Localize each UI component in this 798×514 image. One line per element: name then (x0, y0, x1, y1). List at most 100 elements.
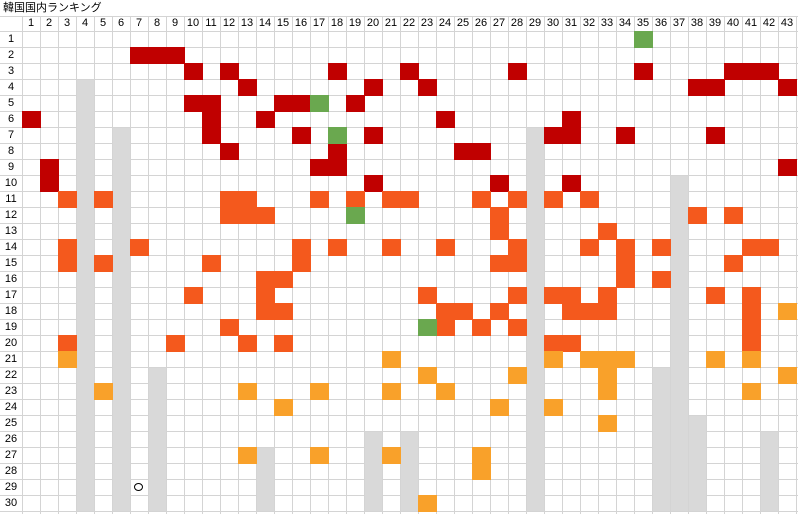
column-header[interactable]: 29 (528, 17, 542, 29)
cell-light-orange[interactable] (310, 383, 329, 400)
cell-dark-red[interactable] (742, 63, 761, 80)
cell-light-orange[interactable] (598, 351, 617, 368)
cell-orange[interactable] (94, 255, 113, 272)
cell-light-orange[interactable] (778, 367, 797, 384)
column-header[interactable]: 25 (456, 17, 470, 29)
column-header[interactable]: 33 (600, 17, 614, 29)
cell-orange[interactable] (292, 239, 311, 256)
row-header[interactable]: 12 (4, 209, 18, 221)
cell-orange[interactable] (724, 207, 743, 224)
cell-orange[interactable] (508, 191, 527, 208)
cell-orange[interactable] (346, 191, 365, 208)
cell-dark-red[interactable] (328, 143, 347, 160)
cell-light-orange[interactable] (490, 399, 509, 416)
cell-dark-red[interactable] (202, 111, 221, 128)
cell-dark-red[interactable] (490, 175, 509, 192)
cell-dark-red[interactable] (310, 159, 329, 176)
row-header[interactable]: 4 (7, 81, 15, 93)
cell-orange[interactable] (202, 255, 221, 272)
cell-dark-red[interactable] (40, 175, 59, 192)
cell-orange[interactable] (256, 287, 275, 304)
cell-light-orange[interactable] (382, 351, 401, 368)
row-header[interactable]: 23 (4, 385, 18, 397)
cell-orange[interactable] (58, 191, 77, 208)
cell-orange[interactable] (724, 255, 743, 272)
cell-green[interactable] (418, 319, 437, 336)
row-header[interactable]: 1 (7, 33, 15, 45)
column-header[interactable]: 15 (276, 17, 290, 29)
cell-light-orange[interactable] (508, 367, 527, 384)
column-header[interactable]: 22 (402, 17, 416, 29)
column-header[interactable]: 6 (117, 17, 125, 29)
cell-light-orange[interactable] (436, 383, 455, 400)
cell-orange[interactable] (58, 255, 77, 272)
row-header[interactable]: 6 (7, 113, 15, 125)
cell-orange[interactable] (166, 335, 185, 352)
cell-dark-red[interactable] (706, 79, 725, 96)
column-header[interactable]: 23 (420, 17, 434, 29)
cell-orange[interactable] (58, 335, 77, 352)
cell-light-orange[interactable] (742, 383, 761, 400)
row-header[interactable]: 15 (4, 257, 18, 269)
cell-light-orange[interactable] (778, 303, 797, 320)
cell-orange[interactable] (400, 191, 419, 208)
cell-light-orange[interactable] (742, 351, 761, 368)
cell-orange[interactable] (616, 271, 635, 288)
column-header[interactable]: 9 (171, 17, 179, 29)
cell-orange[interactable] (616, 255, 635, 272)
cell-dark-red[interactable] (706, 127, 725, 144)
cell-light-orange[interactable] (616, 351, 635, 368)
cell-light-orange[interactable] (472, 447, 491, 464)
row-header[interactable]: 22 (4, 369, 18, 381)
row-header[interactable]: 5 (7, 97, 15, 109)
cell-dark-red[interactable] (544, 127, 563, 144)
cell-orange[interactable] (454, 303, 473, 320)
cell-orange[interactable] (508, 255, 527, 272)
cell-dark-red[interactable] (292, 127, 311, 144)
row-header[interactable]: 8 (7, 145, 15, 157)
cell-dark-red[interactable] (634, 63, 653, 80)
column-header[interactable]: 18 (330, 17, 344, 29)
cell-orange[interactable] (508, 239, 527, 256)
cell-light-orange[interactable] (310, 447, 329, 464)
cell-light-orange[interactable] (598, 415, 617, 432)
cell-orange[interactable] (490, 255, 509, 272)
cell-dark-red[interactable] (778, 159, 797, 176)
cell-green[interactable] (310, 95, 329, 112)
cell-dark-red[interactable] (616, 127, 635, 144)
cell-dark-red[interactable] (22, 111, 41, 128)
cell-orange[interactable] (418, 287, 437, 304)
cell-orange[interactable] (490, 303, 509, 320)
column-header[interactable]: 12 (222, 17, 236, 29)
row-header[interactable]: 27 (4, 449, 18, 461)
cell-light-orange[interactable] (598, 367, 617, 384)
cell-orange[interactable] (94, 191, 113, 208)
column-header[interactable]: 28 (510, 17, 524, 29)
row-header[interactable]: 24 (4, 401, 18, 413)
cell-green[interactable] (346, 207, 365, 224)
cell-dark-red[interactable] (274, 95, 293, 112)
cell-orange[interactable] (742, 303, 761, 320)
cell-dark-red[interactable] (256, 111, 275, 128)
cell-dark-red[interactable] (562, 175, 581, 192)
column-header[interactable]: 5 (99, 17, 107, 29)
row-header[interactable]: 25 (4, 417, 18, 429)
cell-orange[interactable] (598, 223, 617, 240)
cell-orange[interactable] (436, 319, 455, 336)
cell-orange[interactable] (508, 287, 527, 304)
cell-dark-red[interactable] (130, 47, 149, 64)
column-header[interactable]: 42 (762, 17, 776, 29)
row-header[interactable]: 11 (5, 193, 17, 205)
cell-dark-red[interactable] (148, 47, 167, 64)
cell-orange[interactable] (580, 191, 599, 208)
column-header[interactable]: 35 (636, 17, 650, 29)
cell-orange[interactable] (274, 335, 293, 352)
cell-dark-red[interactable] (364, 175, 383, 192)
cell-dark-red[interactable] (454, 143, 473, 160)
column-header[interactable]: 7 (135, 17, 143, 29)
cell-orange[interactable] (706, 287, 725, 304)
column-header[interactable]: 26 (474, 17, 488, 29)
cell-light-orange[interactable] (544, 399, 563, 416)
cell-orange[interactable] (220, 207, 239, 224)
cell-orange[interactable] (544, 335, 563, 352)
